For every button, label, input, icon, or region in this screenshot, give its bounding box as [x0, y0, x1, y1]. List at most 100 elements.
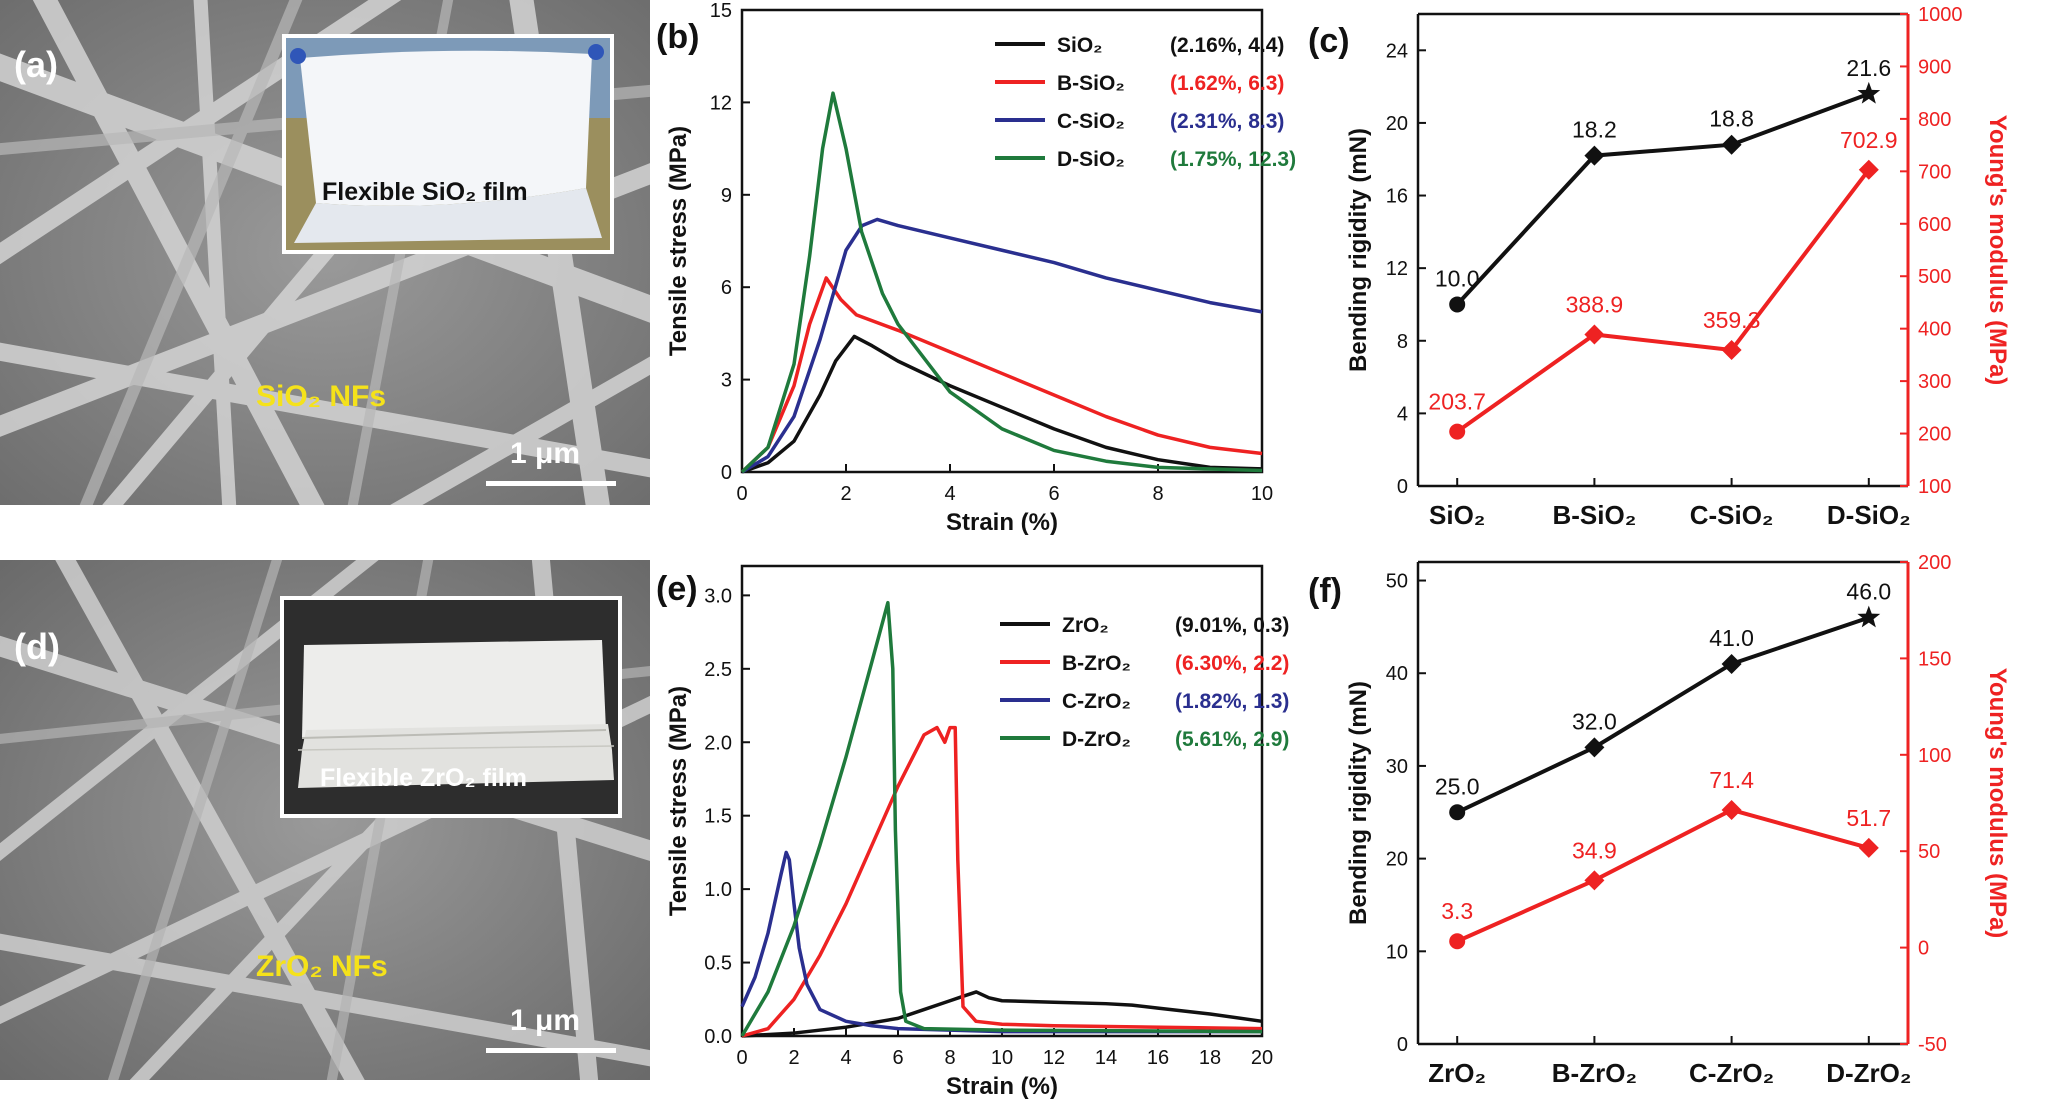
series-line-red [740, 276, 1263, 474]
data-point [1721, 134, 1742, 155]
y2-tick-label: 1000 [1918, 4, 1963, 26]
category-label: SiO₂ [1429, 500, 1485, 530]
y-tick-label: 0.5 [704, 953, 732, 975]
legend-note: (2.16%, 4.4) [1170, 34, 1284, 57]
x-tick-label: 10 [1251, 483, 1273, 505]
x-tick-label: 14 [1095, 1047, 1117, 1069]
y-tick-label: 30 [1386, 756, 1408, 778]
category-label: D-ZrO₂ [1826, 1058, 1911, 1088]
y-axis-label: Tensile stress (MPa) [665, 686, 692, 916]
y-tick-label: 4 [1397, 403, 1408, 425]
data-label: 32.0 [1572, 708, 1617, 734]
series-line-blue [741, 217, 1263, 474]
category-label: B-ZrO₂ [1552, 1058, 1637, 1088]
scale-bar [486, 1048, 616, 1053]
x-tick-label: 2 [840, 483, 851, 505]
y2-tick-label: 150 [1918, 648, 1951, 670]
chart-b-tensile-sio2: 0 2 4 6 8 10 0 3 6 9 12 15 Strain (%) Tensile stress … [650, 0, 1300, 540]
y-tick-label: 20 [1386, 113, 1408, 135]
data-label: 41.0 [1709, 625, 1754, 651]
data-point [1584, 737, 1605, 758]
series-line-red [1456, 807, 1870, 944]
scale-bar-label: 1 μm [510, 1004, 581, 1037]
x-tick-label: 18 [1199, 1047, 1221, 1069]
chart-f-rigidity-zro2: 0 10 20 30 40 50 -50 0 50 100 150 200 ZrO₂ B-ZrO₂ C-Zr… [1300, 550, 2050, 1102]
legend-note: (1.62%, 6.3) [1170, 72, 1284, 95]
y2-axis-label: Young's modulus (MPa) [1984, 668, 2011, 939]
inset-photo-zro2-film: Flexible ZrO₂ film [280, 596, 622, 818]
y2-tick-label: 400 [1918, 319, 1951, 341]
data-point [1857, 605, 1881, 628]
panel-label: (e) [656, 570, 698, 608]
legend-note: (1.82%, 1.3) [1175, 690, 1289, 713]
rolled-film-illustration [284, 600, 618, 814]
legend-entry: B-ZrO₂ [1062, 652, 1131, 675]
x-tick-label: 16 [1147, 1047, 1169, 1069]
legend-entry: ZrO₂ [1062, 614, 1109, 637]
legend-note: (2.31%, 8.3) [1170, 110, 1284, 133]
series-line-black [741, 334, 1263, 474]
y-tick-label: 12 [1386, 258, 1408, 280]
y-tick-label: 6 [721, 277, 732, 299]
legend-entry: D-SiO₂ [1057, 148, 1125, 171]
category-label: B-SiO₂ [1553, 500, 1637, 530]
y2-tick-label: 900 [1918, 56, 1951, 78]
plot-frame [740, 8, 1264, 474]
legend-note: (1.75%, 12.3) [1170, 148, 1296, 171]
category-label: C-ZrO₂ [1689, 1058, 1774, 1088]
series-line-black [1455, 92, 1870, 306]
series-line-black [741, 990, 1263, 1038]
legend-entry: C-SiO₂ [1057, 110, 1125, 133]
y-tick-label: 12 [710, 92, 732, 114]
y-axis-label: Bending rigidity (mN) [1345, 681, 1372, 925]
data-point [1584, 870, 1605, 891]
data-point [1449, 296, 1466, 313]
y2-tick-label: 800 [1918, 109, 1951, 131]
panel-label: (d) [14, 626, 60, 667]
y-tick-label: 0 [721, 462, 732, 484]
legend-entry: D-ZrO₂ [1062, 728, 1131, 751]
series-line-green [740, 600, 1263, 1037]
inset-photo-sio2-film: Flexible SiO₂ film [282, 34, 614, 254]
panel-label: (b) [656, 18, 699, 56]
sem-image-sio2: Flexible SiO₂ film (a) SiO₂ NFs 1 μm [0, 0, 650, 505]
x-tick-label: 8 [944, 1047, 955, 1069]
x-tick-label: 0 [736, 1047, 747, 1069]
y-tick-label: 9 [721, 185, 732, 207]
y-tick-label: 8 [1397, 331, 1408, 353]
y2-tick-label: -50 [1918, 1034, 1947, 1056]
chart-svg: 0 4 8 12 16 20 24 100 200 300 400 500 600 700 800 900 10… [1308, 4, 2011, 530]
x-tick-label: 20 [1251, 1047, 1273, 1069]
y-tick-label: 10 [1386, 941, 1408, 963]
data-label: 18.8 [1709, 106, 1754, 132]
y2-tick-label: 300 [1918, 371, 1951, 393]
y-tick-label: 20 [1386, 849, 1408, 871]
scale-bar-label: 1 μm [510, 437, 581, 470]
series-line-red [741, 725, 1263, 1038]
x-tick-label: 4 [944, 483, 955, 505]
y-tick-label: 1.0 [704, 879, 732, 901]
scale-bar [486, 481, 616, 486]
data-label: 25.0 [1435, 773, 1480, 799]
x-tick-label: 6 [892, 1047, 903, 1069]
chart-svg: 0 2 4 6 8 10 12 14 16 18 20 0.0 0.5 1.0 1.5 2.0 2.5 3.0 St… [656, 564, 1289, 1100]
y2-tick-label: 200 [1918, 552, 1951, 574]
x-tick-label: 8 [1152, 483, 1163, 505]
data-label: 34.9 [1572, 837, 1617, 863]
y-tick-label: 15 [710, 0, 732, 22]
data-point [1858, 159, 1879, 180]
inset-caption: Flexible ZrO₂ film [320, 764, 527, 792]
nanofiber-label: ZrO₂ NFs [256, 950, 388, 983]
y2-tick-label: 500 [1918, 266, 1951, 288]
legend-entry: SiO₂ [1057, 34, 1103, 57]
data-label: 3.3 [1441, 898, 1473, 924]
data-label: 203.7 [1428, 389, 1486, 415]
panel-label: (f) [1308, 572, 1342, 610]
data-point [1721, 340, 1742, 361]
y-tick-label: 2.5 [704, 659, 732, 681]
panel-label: (a) [14, 44, 58, 85]
legend-entry: C-ZrO₂ [1062, 690, 1131, 713]
data-label: 388.9 [1566, 291, 1624, 317]
legend-note: (5.61%, 2.9) [1175, 728, 1289, 751]
series-line-red [1456, 168, 1871, 434]
